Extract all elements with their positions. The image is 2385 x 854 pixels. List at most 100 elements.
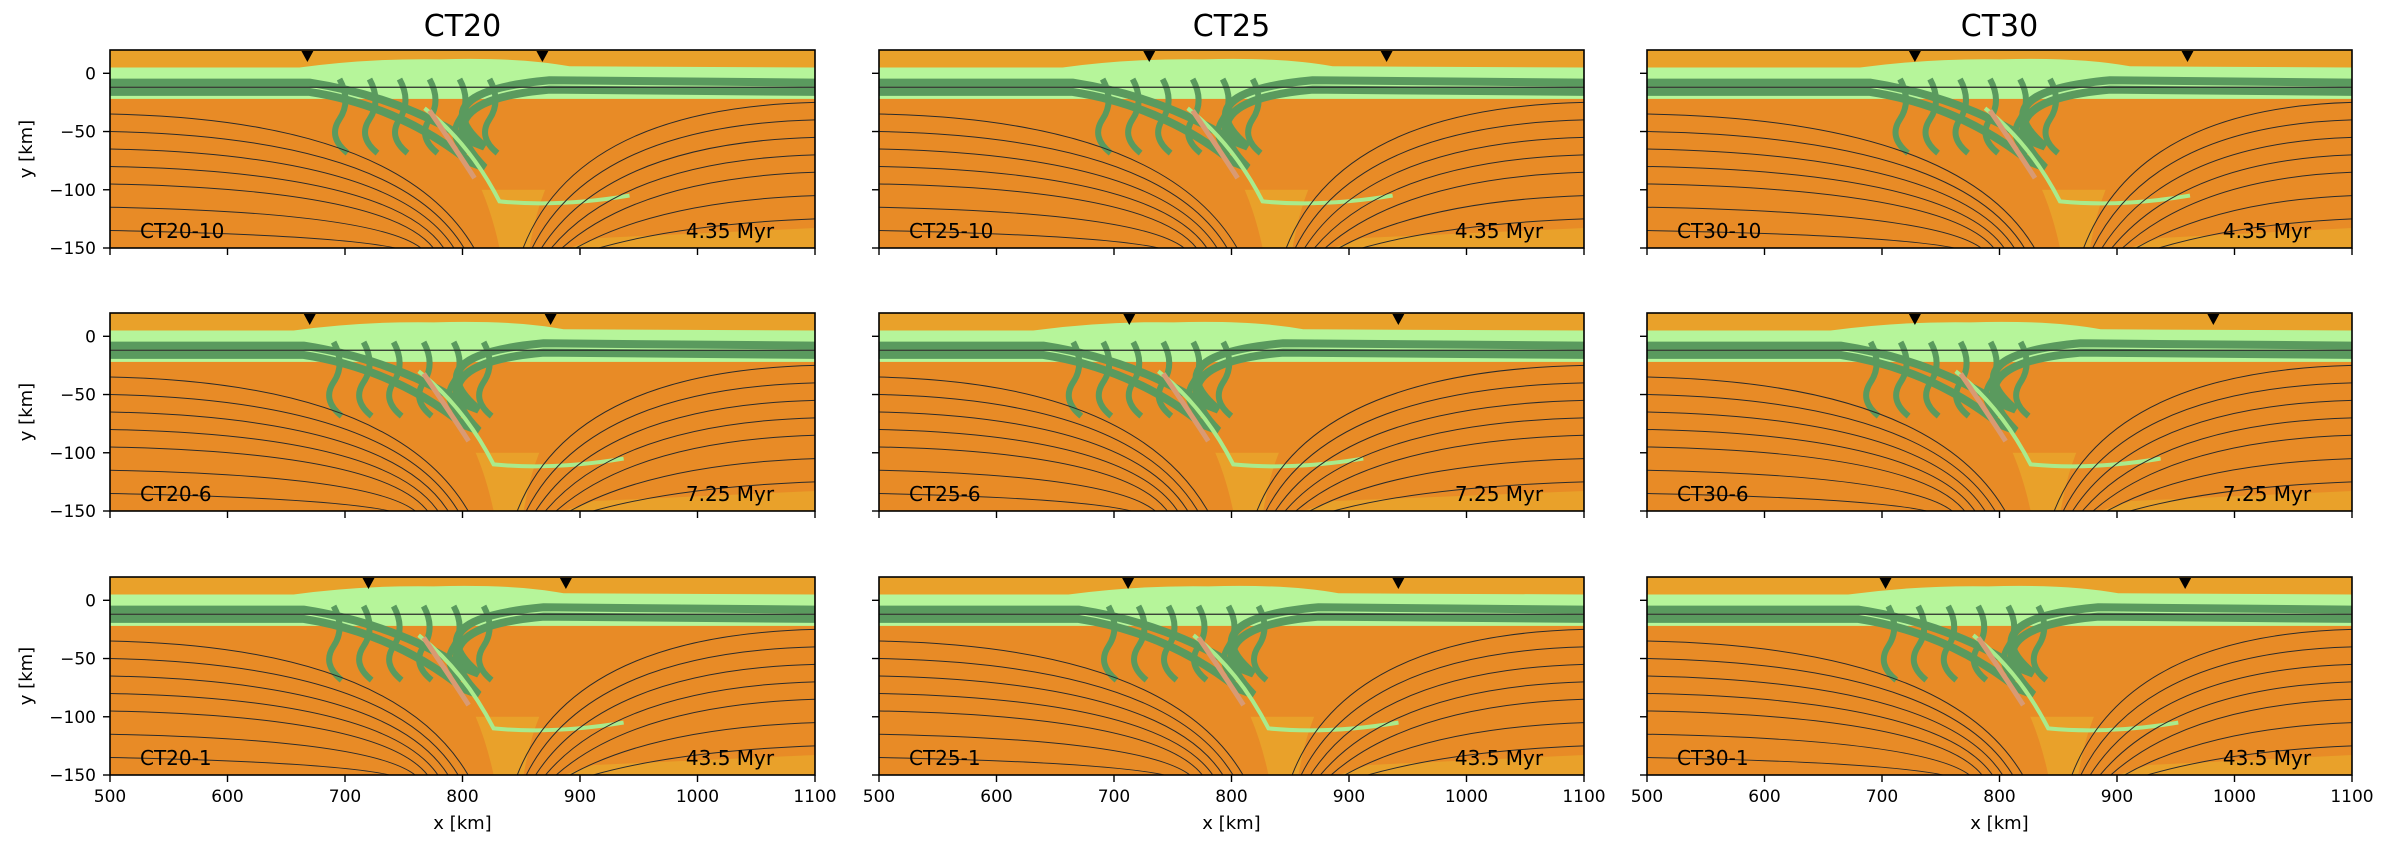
- panel-time: 7.25 Myr: [1455, 482, 1544, 506]
- streamline: [879, 446, 1168, 511]
- streamline: [879, 640, 1244, 775]
- streamline: [879, 165, 1208, 248]
- trench-marker: [544, 314, 557, 325]
- streamline: [1265, 382, 1584, 511]
- streamline: [522, 101, 815, 248]
- subducted-channel: [1192, 633, 1399, 733]
- panel-ct25-10: CT25-10 4.35 Myr: [872, 49, 1585, 255]
- streamline: [879, 710, 1203, 775]
- panel-label: CT30-6: [1677, 482, 1749, 506]
- fold: [356, 340, 374, 419]
- streamline: [2099, 681, 2352, 775]
- streamline: [110, 733, 416, 775]
- fold: [1065, 340, 1084, 419]
- streamline: [1331, 481, 1584, 511]
- streamline: [535, 663, 815, 775]
- streamline: [2080, 646, 2352, 775]
- streamline: [591, 745, 815, 775]
- streamline: [1338, 195, 1584, 248]
- streamline: [1366, 745, 1584, 775]
- streamline: [1647, 411, 1986, 511]
- streamline: [2092, 119, 2352, 248]
- streamline: [2135, 195, 2352, 248]
- ytick-label: −50: [60, 650, 96, 670]
- streamline: [110, 394, 459, 511]
- streamline: [1647, 376, 2006, 511]
- fold: [1923, 340, 1941, 419]
- streamline: [110, 206, 422, 248]
- streamline: [879, 692, 1214, 775]
- trench-marker: [1122, 578, 1135, 589]
- salmon-wedge: [1161, 372, 1211, 443]
- streamline: [1309, 458, 1584, 511]
- streamline: [1647, 230, 1957, 248]
- streamline: [110, 446, 428, 511]
- streamline: [1647, 675, 2004, 775]
- column-titles: CT20 CT25 CT30: [424, 9, 2038, 44]
- trench-marker: [2181, 51, 2194, 62]
- xtick-label: 600: [980, 787, 1012, 807]
- fold: [416, 604, 434, 683]
- streamline: [879, 376, 1209, 511]
- streamline: [525, 646, 815, 775]
- fold: [326, 604, 344, 683]
- streamline: [1647, 692, 1993, 775]
- streamline: [1647, 469, 1953, 511]
- streamline: [2111, 154, 2352, 248]
- streamline: [1324, 171, 1584, 248]
- x-axis-label: x [km]: [433, 813, 491, 834]
- streamline: [879, 113, 1238, 248]
- trench-marker: [536, 51, 549, 62]
- streamline: [110, 469, 416, 511]
- fold: [476, 604, 494, 683]
- salmon-wedge: [427, 109, 477, 180]
- ytick-label: −100: [49, 444, 96, 464]
- streamline: [2128, 481, 2352, 511]
- fold: [2042, 77, 2060, 156]
- xtick-label: 700: [1866, 787, 1898, 807]
- fold: [1863, 340, 1881, 419]
- fold: [482, 77, 500, 156]
- fold: [1893, 340, 1911, 419]
- fold: [1880, 604, 1899, 683]
- xtick-label: 1000: [1445, 787, 1488, 807]
- streamline: [879, 493, 1134, 511]
- fold: [1155, 340, 1174, 419]
- trench-marker: [1908, 51, 1921, 62]
- panel-ct25-1: CT25-1 43.5 Myr 500 600 700 800 900 1000 1100 x […: [863, 576, 1606, 834]
- fold: [1970, 604, 1989, 683]
- streamline: [879, 148, 1218, 248]
- salmon-wedge: [421, 372, 471, 443]
- streamline: [2062, 382, 2352, 511]
- streamline: [110, 148, 455, 248]
- ytick-label: −50: [60, 386, 96, 406]
- streamline: [879, 230, 1162, 248]
- panel-label: CT30-10: [1677, 219, 1761, 243]
- panel-time: 4.35 Myr: [1455, 219, 1544, 243]
- streamline: [110, 131, 465, 248]
- fold: [362, 77, 380, 156]
- streamline: [1647, 493, 1930, 511]
- panel-label: CT20-1: [140, 746, 212, 770]
- ytick-label: −150: [49, 502, 96, 522]
- column-title-ct30: CT30: [1961, 9, 2038, 44]
- streamline: [1647, 757, 1946, 775]
- trench-marker: [2207, 314, 2220, 325]
- fold: [386, 340, 404, 419]
- fold: [1191, 604, 1209, 683]
- ytick-label: 0: [85, 591, 96, 611]
- streamline: [110, 183, 434, 248]
- trench-marker: [1908, 314, 1921, 325]
- streamline: [110, 230, 398, 248]
- xtick-label: 500: [94, 787, 126, 807]
- streamline: [110, 493, 393, 511]
- salmon-wedge: [1976, 636, 2026, 707]
- ytick-label: 0: [85, 327, 96, 347]
- streamline: [1647, 206, 1982, 248]
- panel-label: CT20-10: [140, 219, 224, 243]
- streamline: [1360, 218, 1584, 248]
- streamline: [1647, 183, 1995, 248]
- streamline: [2072, 399, 2352, 511]
- streamline: [531, 119, 815, 248]
- streamline: [2092, 434, 2352, 511]
